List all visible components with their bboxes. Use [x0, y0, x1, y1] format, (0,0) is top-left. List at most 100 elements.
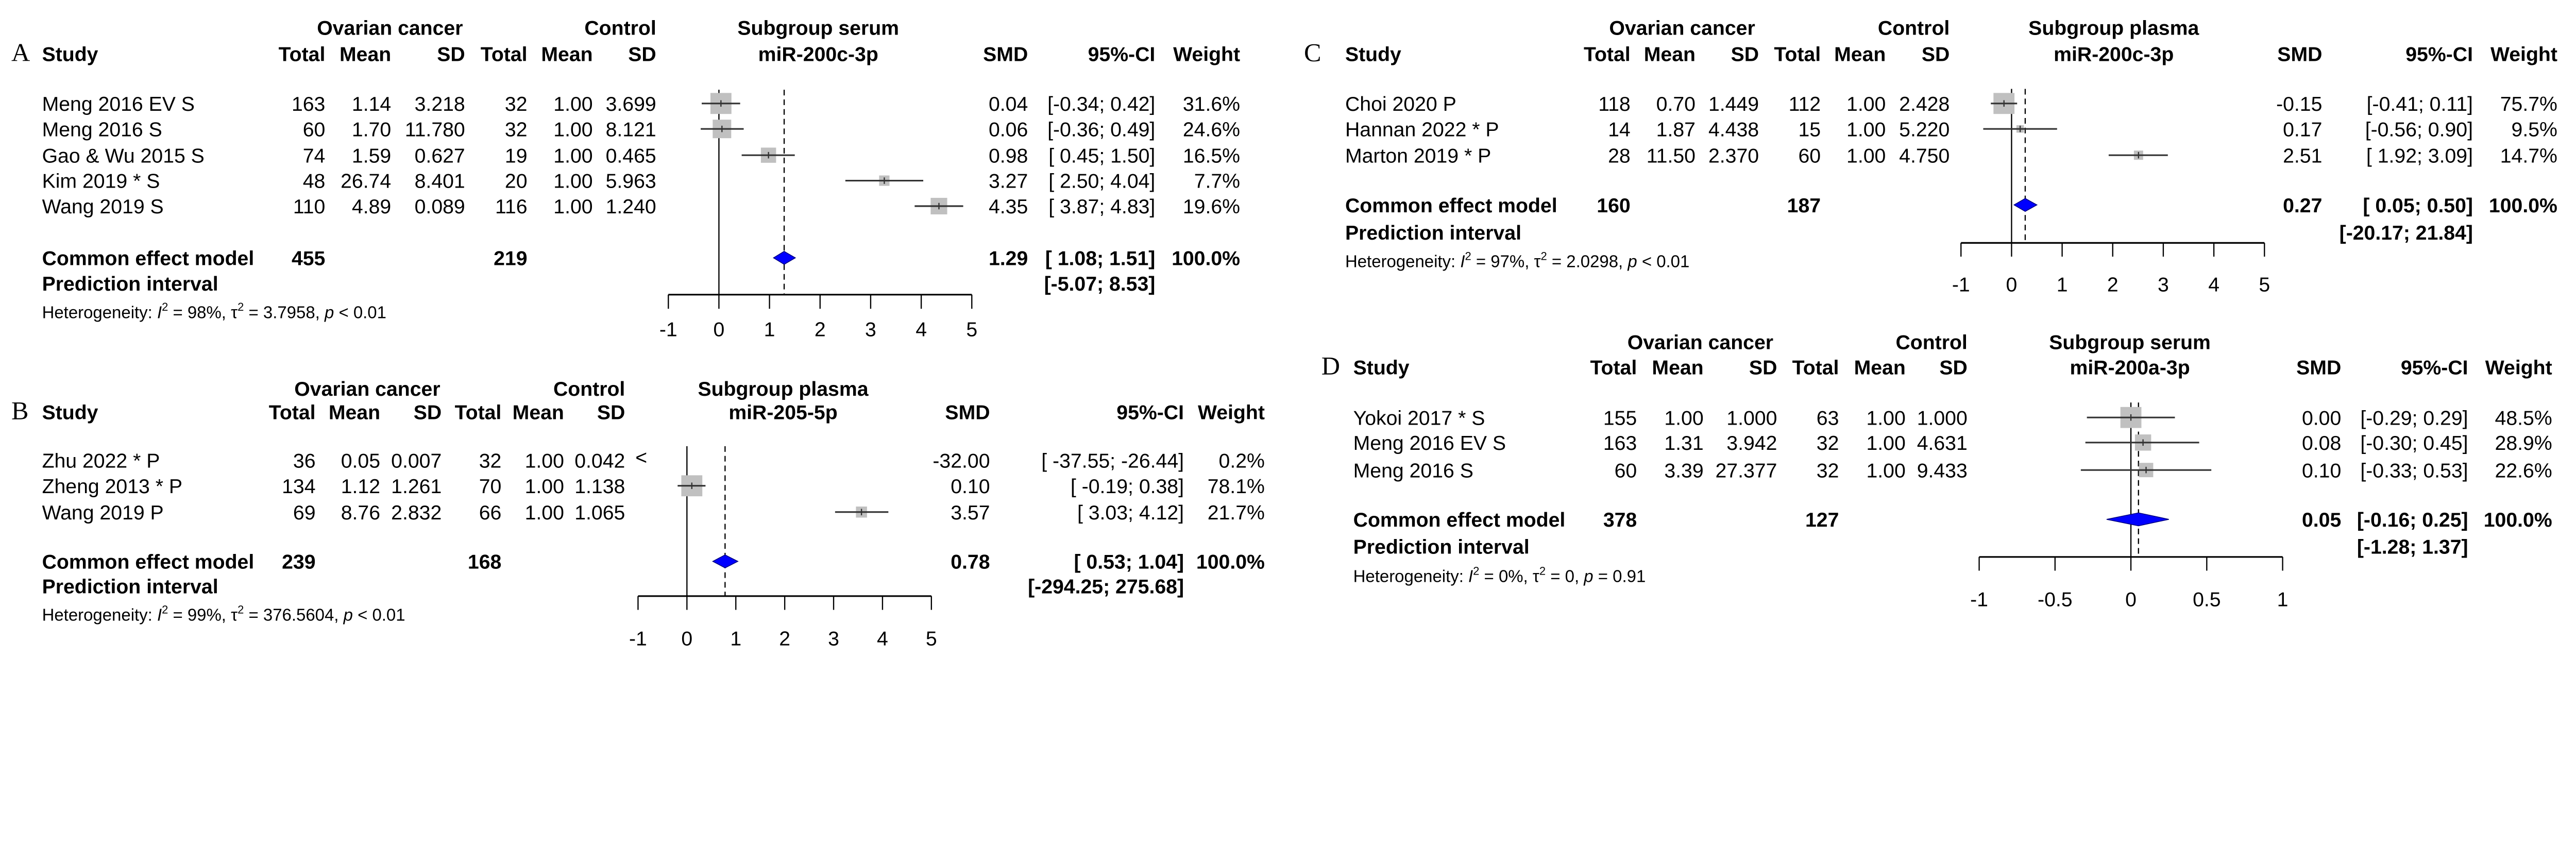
- cell-c-sd: 0.042: [574, 450, 625, 472]
- cell-smd: 0.08: [2302, 432, 2341, 454]
- common-effect-label: Common effect model: [42, 248, 255, 270]
- cell-c-mean: 1.00: [1866, 407, 1905, 429]
- common-e-total: 160: [1597, 195, 1630, 217]
- header-study: Study: [42, 43, 98, 65]
- cell-e-mean: 1.59: [352, 145, 391, 167]
- cell-c-total: 32: [505, 93, 528, 115]
- study-row: Meng 2016 S 60 1.70 11.780 32 1.00 8.121 0.06 [-…: [42, 119, 1240, 141]
- cell-e-sd: 4.438: [1708, 119, 1759, 141]
- cell-e-mean: 0.70: [1656, 93, 1696, 115]
- heterogeneity-label: Heterogeneity:: [42, 302, 157, 322]
- heterogeneity-p: < 0.01: [358, 605, 405, 625]
- x-axis-tick-label: 2: [815, 319, 826, 341]
- header-group-control: Control: [584, 17, 656, 39]
- heterogeneity-text: Heterogeneity: I2 = 0%, τ2 = 0, p = 0.91: [1353, 564, 1646, 585]
- cell-c-sd: 4.750: [1899, 145, 1950, 167]
- cell-smd: 0.10: [951, 476, 990, 498]
- cell-c-mean: 1.00: [525, 450, 564, 472]
- study-name: Gao & Wu 2015 S: [42, 145, 205, 167]
- heterogeneity-label: Heterogeneity:: [42, 605, 157, 625]
- header-smd: SMD: [2296, 357, 2341, 379]
- study-row: Yokoi 2017 * S 155 1.00 1.000 63 1.00 1.000 0.0…: [1353, 407, 2552, 429]
- panel-letter: A: [11, 38, 30, 66]
- heterogeneity-p: = 0.91: [1598, 566, 1646, 585]
- x-axis-tick-label: -1: [1970, 588, 1988, 611]
- cell-ci: [-0.41; 0.11]: [2367, 93, 2473, 115]
- header-ci: 95%-CI: [2405, 43, 2473, 65]
- cell-c-total: 66: [479, 502, 502, 524]
- cell-c-sd: 8.121: [606, 119, 656, 141]
- cell-c-total: 60: [1798, 145, 1821, 167]
- cell-e-sd: 3.942: [1726, 432, 1777, 454]
- study-name: Meng 2016 S: [1353, 460, 1473, 482]
- cell-ci: [ 3.87; 4.83]: [1048, 196, 1155, 218]
- cell-e-sd: 0.007: [391, 450, 442, 472]
- cell-ci: [-0.36; 0.49]: [1047, 119, 1155, 141]
- x-axis-tick-label: 3: [2158, 274, 2169, 296]
- plot-title: Subgroup plasma: [2028, 17, 2199, 39]
- common-e-total: 378: [1603, 509, 1637, 531]
- cell-ci: [-0.34; 0.42]: [1047, 93, 1155, 115]
- heterogeneity-i2: 98%: [188, 302, 222, 322]
- common-smd: 0.27: [2283, 195, 2322, 217]
- cell-e-sd: 8.401: [415, 171, 465, 193]
- common-effect-row: Common effect model 160 187 0.27 [ 0.05; 0.5…: [1345, 195, 2557, 217]
- cell-e-mean: 1.87: [1656, 119, 1696, 141]
- cell-weight: 21.7%: [1208, 502, 1265, 524]
- cell-c-sd: 5.220: [1899, 119, 1950, 141]
- prediction-interval-ci: [-20.17; 21.84]: [2340, 222, 2473, 244]
- x-axis-tick-label: -1: [629, 628, 647, 650]
- header-sd-control: SD: [597, 401, 625, 424]
- cell-c-mean: 1.00: [553, 171, 592, 193]
- common-c-total: 219: [494, 248, 527, 270]
- header-sd-case: SD: [437, 43, 465, 65]
- cell-smd: 2.51: [2283, 145, 2322, 167]
- common-effect-row: Common effect model 239 168 0.78 [ 0.53; 1.0…: [42, 551, 1265, 574]
- study-row: Kim 2019 * S 48 26.74 8.401 20 1.00 5.963 3.27 […: [42, 171, 1240, 193]
- panel-b: B Ovarian cancer Control Subgroup plasmamiR…: [11, 378, 1265, 650]
- header-group-ovarian-cancer: Ovarian cancer: [294, 378, 440, 400]
- common-c-total: 187: [1787, 195, 1821, 217]
- common-c-total: 127: [1805, 509, 1839, 531]
- cell-e-total: 155: [1603, 407, 1637, 429]
- heterogeneity-text: Heterogeneity: I2 = 99%, τ2 = 376.5604, …: [42, 603, 405, 625]
- common-smd: 0.78: [951, 551, 990, 574]
- study-row: Marton 2019 * P 28 11.50 2.370 60 1.00 4.750 2.…: [1345, 145, 2557, 167]
- cell-c-sd: 0.465: [606, 145, 656, 167]
- cell-e-total: 134: [282, 476, 315, 498]
- x-axis-tick-label: 1: [2057, 274, 2068, 296]
- study-name: Hannan 2022 * P: [1345, 119, 1499, 141]
- study-row: Wang 2019 S 110 4.89 0.089 116 1.00 1.240 4.35 […: [42, 196, 1240, 218]
- cell-e-total: 118: [1598, 93, 1631, 115]
- cell-weight: 9.5%: [2512, 119, 2557, 141]
- cell-ci: [-0.29; 0.29]: [2360, 407, 2468, 429]
- cell-e-total: 28: [1608, 145, 1631, 167]
- cell-e-total: 163: [1603, 432, 1637, 454]
- heterogeneity-label: Heterogeneity:: [1353, 566, 1468, 585]
- cell-ci: [ 1.92; 3.09]: [2366, 145, 2473, 167]
- header-study: Study: [1345, 43, 1401, 65]
- header-sd-case: SD: [1749, 357, 1777, 379]
- cell-smd: 3.27: [989, 171, 1028, 193]
- common-smd: 1.29: [989, 248, 1028, 270]
- header-study: Study: [1353, 357, 1410, 379]
- header-study: Study: [42, 401, 98, 424]
- header-mean-case: Mean: [1652, 357, 1703, 379]
- cell-weight: 0.2%: [1219, 450, 1265, 472]
- x-axis-tick-label: 3: [865, 319, 876, 341]
- cell-e-sd: 2.832: [391, 502, 442, 524]
- common-effect-diamond: [2106, 512, 2169, 527]
- cell-smd: -0.15: [2276, 93, 2322, 115]
- cell-e-mean: 26.74: [341, 171, 391, 193]
- x-axis-tick-label: 1: [730, 628, 741, 650]
- x-axis-tick-label: 0: [681, 628, 692, 650]
- cell-e-total: 60: [303, 119, 326, 141]
- cell-weight: 31.6%: [1183, 93, 1240, 115]
- cell-c-mean: 1.00: [553, 145, 592, 167]
- x-axis: -1 0 1 2 3 4 5: [629, 595, 937, 650]
- x-axis-tick-label: 2: [779, 628, 790, 650]
- cell-ci: [ -37.55; -26.44]: [1041, 450, 1184, 472]
- prediction-interval-label: Prediction interval: [42, 576, 218, 598]
- study-name: Choi 2020 P: [1345, 93, 1456, 115]
- study-name: Zhu 2022 * P: [42, 450, 160, 472]
